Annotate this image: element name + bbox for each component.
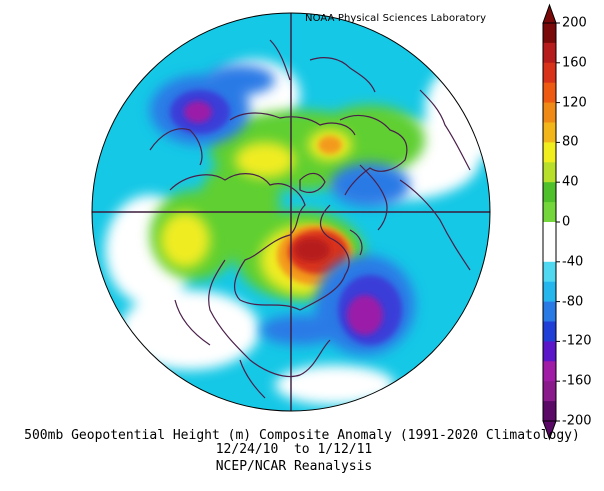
colorbar-tick-label: -120	[562, 333, 592, 349]
colorbar-segment	[543, 162, 556, 183]
colorbar-tick-label: 80	[562, 134, 579, 150]
anomaly-field	[92, 13, 490, 411]
coastlines	[149, 39, 471, 399]
caption-title: 500mb Geopotential Height (m) Composite …	[24, 428, 580, 443]
colorbar-segment	[543, 401, 556, 422]
colorbar-segment	[543, 82, 556, 104]
colorbar-max-arrow	[542, 3, 557, 24]
credit-text: NOAA Physical Sciences Laboratory	[305, 13, 487, 24]
colorbar-segment	[543, 241, 556, 263]
colorbar-tick-label: 120	[562, 95, 587, 111]
colorbar-tick-label: -200	[562, 413, 592, 429]
colorbar-tick-label: 40	[562, 174, 579, 190]
colorbar-segment	[543, 301, 556, 322]
colorbar-segment	[543, 142, 556, 163]
caption-source: NCEP/NCAR Reanalysis	[215, 459, 373, 474]
colorbar-segment	[543, 202, 556, 223]
colorbar-tick-label: -160	[562, 373, 592, 389]
colorbar-segment	[543, 321, 556, 342]
colorbar-tick-label: -80	[562, 294, 584, 310]
map-boundary	[91, 12, 491, 412]
colorbar-min-arrow	[542, 420, 557, 441]
colorbar-tick-label: 200	[562, 15, 587, 31]
colorbar-segment	[543, 341, 556, 362]
colorbar-segment	[543, 62, 556, 84]
graticule	[92, 13, 490, 411]
colorbar-segment	[543, 23, 556, 44]
colorbar-segment	[543, 281, 556, 303]
colorbar	[542, 3, 560, 441]
colorbar-segment	[543, 102, 556, 123]
colorbar-tick-label: 0	[562, 214, 571, 230]
caption-date-range: 12/24/10 to 1/12/11	[215, 442, 373, 457]
colorbar-segment	[543, 122, 556, 143]
colorbar-tick-label: 160	[562, 55, 587, 71]
colorbar-segment	[543, 42, 556, 64]
colorbar-segment	[543, 381, 556, 402]
colorbar-segment	[543, 361, 556, 382]
colorbar-segment	[543, 182, 556, 203]
colorbar-segment	[543, 222, 556, 243]
colorbar-segment	[543, 261, 556, 283]
colorbar-tick-label: -40	[562, 254, 584, 270]
